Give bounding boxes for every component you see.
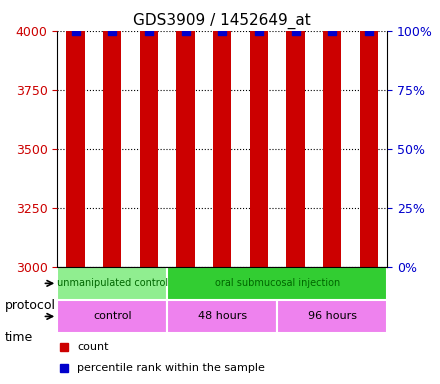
Bar [250,0,268,267]
Bar [360,0,378,267]
Text: control: control [93,311,132,321]
Text: oral submucosal injection: oral submucosal injection [215,278,340,288]
Point [72,28,79,34]
Title: GDS3909 / 1452649_at: GDS3909 / 1452649_at [133,13,311,29]
Bar [213,0,231,267]
Text: protocol: protocol [4,299,55,312]
Point [145,28,152,34]
Point [219,28,226,34]
Bar [286,0,305,267]
Bar [103,0,121,267]
Point [365,28,372,34]
Text: count: count [77,342,109,352]
Bar [66,0,85,267]
Text: time: time [4,331,33,344]
Point [329,28,336,34]
Point [182,28,189,34]
Text: 96 hours: 96 hours [308,311,357,321]
FancyBboxPatch shape [277,300,387,333]
Bar [323,0,341,267]
Point [255,28,262,34]
Text: 48 hours: 48 hours [198,311,247,321]
FancyBboxPatch shape [57,267,167,300]
Bar [176,0,194,267]
Text: unmanipulated control: unmanipulated control [57,278,168,288]
FancyBboxPatch shape [167,267,387,300]
FancyBboxPatch shape [57,300,167,333]
Bar [140,0,158,267]
Point [109,28,116,34]
FancyBboxPatch shape [167,300,277,333]
Text: percentile rank within the sample: percentile rank within the sample [77,363,265,373]
Point [292,28,299,34]
